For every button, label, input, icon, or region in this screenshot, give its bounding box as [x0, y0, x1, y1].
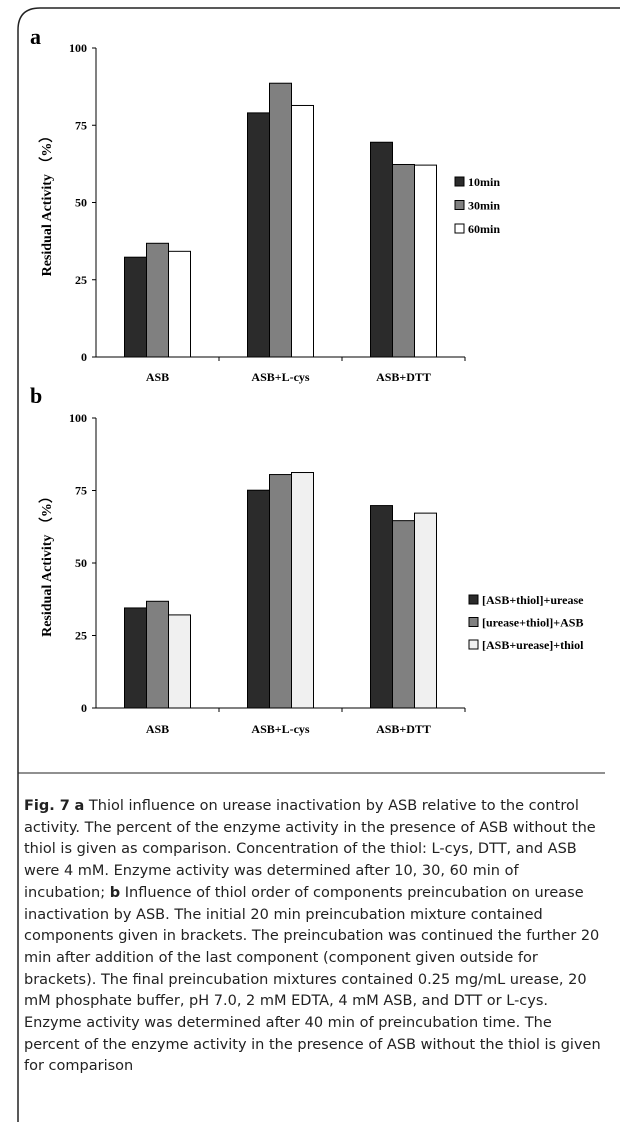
bar: [146, 242, 169, 358]
legend-swatch: [454, 223, 465, 234]
y-tick-label: 100: [69, 41, 87, 55]
bar: [392, 520, 415, 709]
bar: [168, 250, 191, 358]
bar: [291, 104, 314, 358]
legend-swatch: [468, 639, 479, 650]
y-tick-label: 25: [75, 273, 87, 287]
legend-label: [ASB+thiol]+urease: [482, 593, 584, 607]
y-tick-label: 0: [81, 350, 87, 364]
legend-swatch: [454, 176, 465, 187]
bar: [269, 82, 292, 358]
figure-border: [17, 7, 620, 1122]
caption-a-letter: a: [74, 798, 85, 814]
caption-label: Fig. 7: [24, 798, 70, 814]
bar: [370, 505, 393, 709]
y-tick-label: 50: [75, 196, 87, 210]
figure-caption: Fig. 7 a Thiol influence on urease inact…: [24, 796, 604, 1078]
bar: [414, 164, 437, 358]
bar: [269, 474, 292, 709]
chart-b: 0 25 50 75 100 Residual Activity （%） ASB ASB+L-…: [39, 411, 584, 736]
y-axis-title: Residual Activity （%）: [39, 129, 55, 277]
x-category-label: ASB+DTT: [376, 370, 431, 384]
y-axis-title: Residual Activity （%）: [39, 489, 55, 637]
bar: [124, 607, 147, 709]
bar: [247, 489, 270, 709]
panel-a-letter: a: [30, 24, 41, 49]
chart-a: 0 25 50 75 100 Residual Activity （%） ASB ASB+L-…: [39, 41, 500, 384]
legend-swatch: [468, 617, 479, 627]
legend-label: 60min: [468, 222, 500, 236]
x-category-label: ASB+L-cys: [251, 722, 310, 736]
caption-b-letter: b: [109, 884, 121, 901]
legend-swatch: [454, 200, 465, 210]
bar: [392, 163, 415, 358]
y-tick-label: 75: [75, 118, 87, 132]
bar: [414, 512, 437, 709]
x-category-label: ASB: [146, 722, 169, 736]
bar: [146, 600, 169, 709]
bar: [291, 472, 314, 709]
bar: [124, 256, 147, 358]
y-tick-label: 100: [69, 411, 87, 425]
x-category-label: ASB+DTT: [376, 722, 431, 736]
y-tick-label: 75: [75, 484, 87, 498]
x-category-label: ASB+L-cys: [251, 370, 310, 384]
legend-label: 10min: [468, 175, 500, 189]
bar: [168, 614, 191, 709]
x-category-label: ASB: [146, 370, 169, 384]
caption-a-text: Thiol influence on urease inactivation b…: [24, 798, 596, 901]
legend-label: [urease+thiol]+ASB: [482, 616, 583, 630]
caption-b-text: Influence of thiol order of components p…: [24, 884, 601, 1075]
bar: [370, 141, 393, 358]
y-tick-label: 0: [81, 701, 87, 715]
y-tick-label: 25: [75, 629, 87, 643]
legend-label: [ASB+urease]+thiol: [482, 638, 584, 652]
bar: [247, 112, 270, 358]
legend-swatch: [468, 594, 479, 605]
legend-label: 30min: [468, 199, 500, 213]
y-tick-label: 50: [75, 556, 87, 570]
panel-b-letter: b: [30, 383, 42, 408]
